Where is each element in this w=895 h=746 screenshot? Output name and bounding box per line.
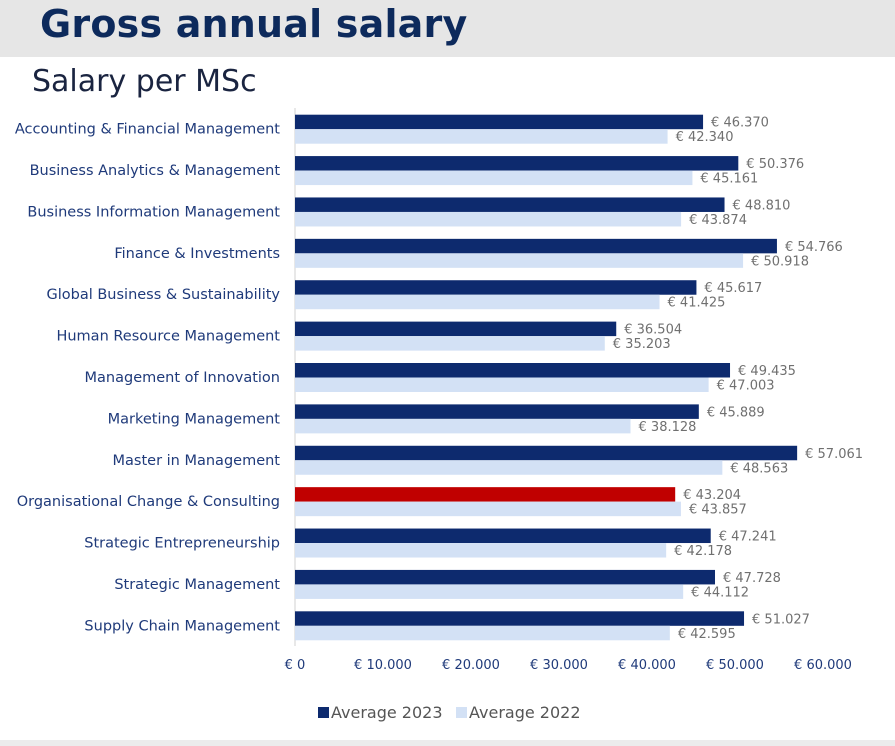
x-tick-label: € 50.000 bbox=[706, 658, 764, 673]
bar-2022 bbox=[295, 377, 709, 392]
data-label: € 43.874 bbox=[689, 213, 747, 228]
data-label: € 54.766 bbox=[785, 240, 843, 255]
bar-2023 bbox=[295, 487, 676, 502]
bar-2023 bbox=[295, 404, 699, 419]
data-label: € 47.241 bbox=[719, 530, 777, 545]
footer-band bbox=[0, 740, 895, 746]
category-label: Global Business & Sustainability bbox=[46, 287, 280, 303]
data-label: € 50.376 bbox=[746, 157, 804, 172]
bar-2023 bbox=[295, 114, 704, 130]
legend-label: Average 2022 bbox=[469, 703, 581, 722]
data-label: € 42.178 bbox=[674, 544, 732, 559]
data-label: € 35.203 bbox=[613, 337, 671, 352]
legend-swatch bbox=[318, 707, 329, 718]
bar-2022 bbox=[295, 584, 684, 599]
legend-label: Average 2023 bbox=[331, 703, 443, 722]
bar-2022 bbox=[295, 253, 744, 268]
data-label: € 48.563 bbox=[730, 461, 788, 476]
bar-2022 bbox=[295, 625, 670, 641]
data-label: € 42.595 bbox=[678, 627, 736, 642]
category-label: Accounting & Financial Management bbox=[15, 122, 280, 138]
bar-2023 bbox=[295, 528, 711, 544]
x-tick-label: € 0 bbox=[285, 658, 306, 673]
category-label: Strategic Entrepreneurship bbox=[84, 536, 280, 552]
data-label: € 48.810 bbox=[733, 198, 791, 213]
bar-2022 bbox=[295, 336, 605, 351]
category-label: Master in Management bbox=[113, 453, 281, 469]
bar-2023 bbox=[295, 363, 731, 378]
bar-2022 bbox=[295, 501, 681, 517]
bar-2022 bbox=[295, 543, 667, 558]
data-label: € 51.027 bbox=[752, 612, 810, 627]
category-label: Human Resource Management bbox=[56, 329, 280, 345]
data-label: € 46.370 bbox=[711, 116, 769, 131]
x-tick-label: € 20.000 bbox=[442, 658, 500, 673]
data-label: € 43.204 bbox=[683, 488, 741, 503]
category-label: Management of Innovation bbox=[85, 370, 280, 386]
x-tick-label: € 30.000 bbox=[530, 658, 588, 673]
bar-2022 bbox=[295, 170, 693, 186]
bar-2023 bbox=[295, 156, 739, 171]
data-label: € 44.112 bbox=[691, 585, 749, 600]
bar-2022 bbox=[295, 211, 682, 227]
data-label: € 42.340 bbox=[676, 130, 734, 145]
data-label: € 45.889 bbox=[707, 405, 765, 420]
category-label: Business Information Management bbox=[27, 204, 280, 220]
data-label: € 49.435 bbox=[738, 364, 796, 379]
data-label: € 45.161 bbox=[700, 172, 758, 187]
data-label: € 47.003 bbox=[717, 379, 775, 394]
page-title: Gross annual salary bbox=[40, 2, 468, 46]
bar-2023 bbox=[295, 321, 617, 337]
bar-2023 bbox=[295, 238, 777, 254]
bar-2022 bbox=[295, 460, 723, 475]
data-label: € 57.061 bbox=[805, 447, 863, 462]
data-label: € 41.425 bbox=[668, 296, 726, 311]
data-label: € 43.857 bbox=[689, 503, 747, 518]
category-label: Business Analytics & Management bbox=[30, 163, 281, 179]
data-label: € 36.504 bbox=[624, 323, 682, 338]
category-label: Finance & Investments bbox=[114, 246, 280, 262]
bar-2022 bbox=[295, 294, 660, 310]
category-label: Strategic Management bbox=[114, 577, 280, 593]
data-label: € 47.728 bbox=[723, 571, 781, 586]
data-label: € 45.617 bbox=[704, 281, 762, 296]
bar-2023 bbox=[295, 280, 697, 295]
bar-2023 bbox=[295, 611, 745, 626]
bar-2023 bbox=[295, 445, 798, 461]
category-label: Organisational Change & Consulting bbox=[17, 494, 280, 510]
legend-swatch bbox=[456, 707, 467, 718]
data-label: € 38.128 bbox=[639, 420, 697, 435]
x-tick-label: € 10.000 bbox=[354, 658, 412, 673]
category-label: Supply Chain Management bbox=[84, 618, 280, 634]
bar-2022 bbox=[295, 418, 631, 434]
header-band bbox=[0, 0, 895, 57]
bar-2023 bbox=[295, 197, 725, 212]
bar-2022 bbox=[295, 129, 668, 144]
x-tick-label: € 60.000 bbox=[794, 658, 852, 673]
data-label: € 50.918 bbox=[751, 254, 809, 269]
bar-2023 bbox=[295, 569, 716, 585]
category-label: Marketing Management bbox=[108, 411, 281, 427]
x-tick-label: € 40.000 bbox=[618, 658, 676, 673]
chart-title: Salary per MSc bbox=[32, 64, 257, 99]
